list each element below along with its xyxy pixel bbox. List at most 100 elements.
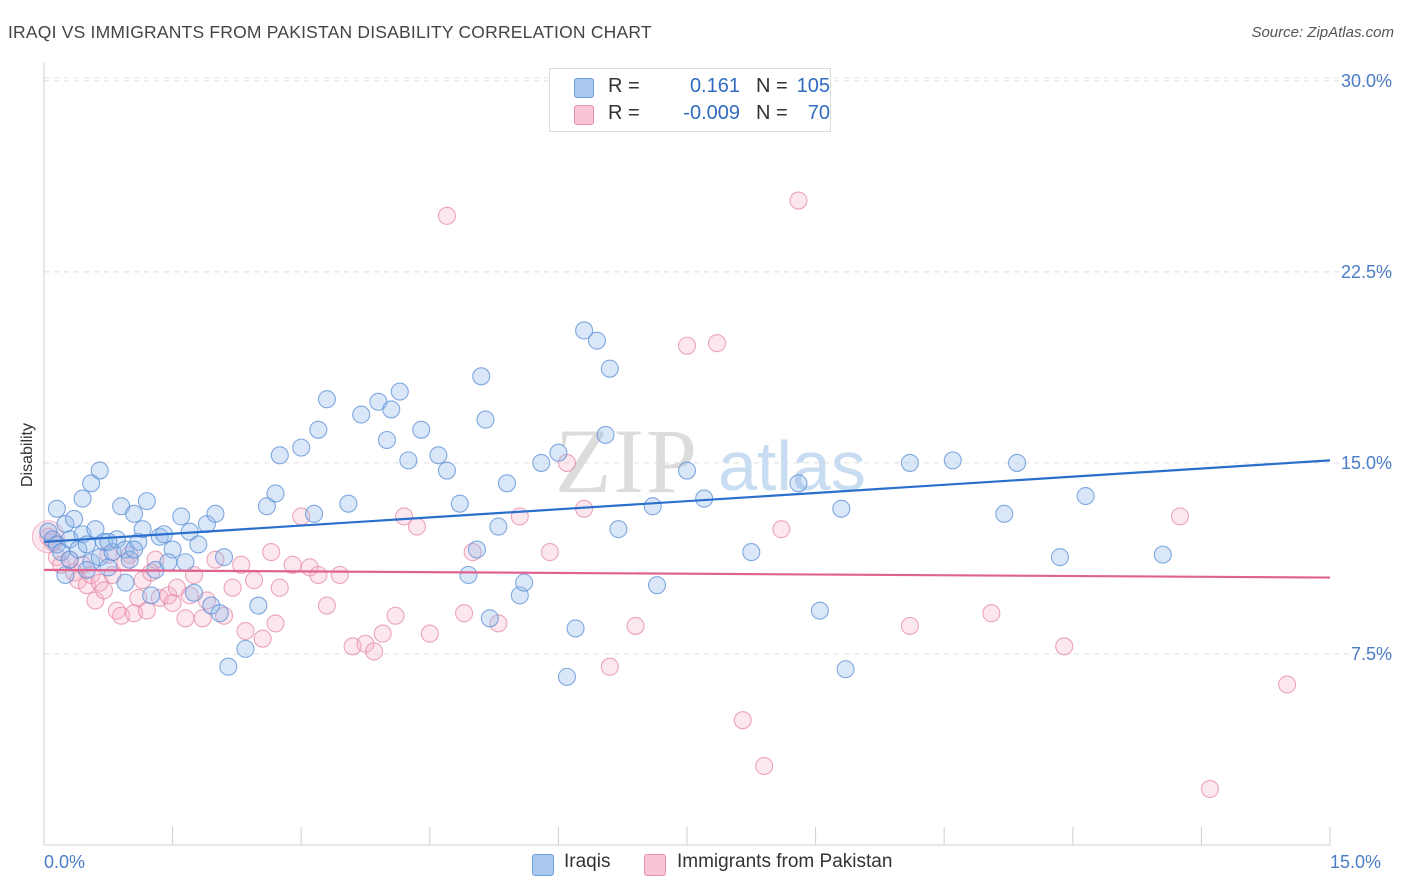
legend-r-value: -0.009 [683, 102, 740, 124]
pakistan-point [266, 614, 285, 633]
legend-r-value: 0.161 [689, 75, 740, 97]
iraqi-point [1050, 548, 1069, 567]
pakistan-point [1278, 675, 1297, 694]
source-label: Source: ZipAtlas.com [1251, 24, 1394, 41]
iraqi-point [73, 489, 92, 508]
iraqi-point [587, 331, 607, 350]
pakistan-point [262, 543, 281, 562]
iraqi-point [64, 509, 84, 529]
pakistan-point [540, 543, 559, 562]
pakistan-point [420, 624, 439, 643]
bottom-legend-iraqis: Iraqis [564, 851, 611, 872]
iraqi-point [515, 573, 534, 592]
iraqi-point [99, 532, 118, 551]
pakistan-point [163, 593, 182, 613]
iraqi-point [47, 499, 66, 518]
iraqi-point [943, 451, 962, 470]
iraqi-point [99, 558, 118, 577]
iraqi-point [249, 596, 268, 615]
iraqi-point [120, 550, 139, 569]
pakistan-point [1055, 637, 1074, 656]
iraqi-point [377, 430, 396, 450]
iraqi-point [292, 438, 311, 457]
y-tick-label: 7.5% [1351, 644, 1392, 664]
iraqi-point [429, 446, 448, 465]
iraqi-point [266, 484, 285, 503]
iraqi-point [1076, 486, 1095, 506]
pakistan-point [455, 604, 474, 623]
iraqi-point [900, 453, 919, 472]
iraqi-point [219, 657, 238, 676]
pakistan-point [232, 555, 251, 574]
iraqi-point [116, 573, 135, 592]
iraqi-point [575, 321, 594, 340]
y-tick-label: 30.0% [1341, 71, 1392, 91]
pakistan-point [789, 191, 808, 210]
pakistan-point [253, 629, 272, 648]
iraqi-point [236, 639, 255, 658]
iraqi-point [184, 583, 204, 602]
iraqi-point [309, 420, 328, 439]
y-tick-label: 15.0% [1341, 453, 1392, 473]
iraqi-point [437, 461, 456, 480]
pakistan-point [395, 507, 414, 526]
iraqi-point [172, 507, 191, 526]
iraqi-point [647, 576, 667, 595]
iraqi-point [789, 474, 808, 493]
legend-swatch-pakistan [574, 105, 594, 125]
iraqi-point [489, 517, 508, 536]
iraqi-point [124, 540, 144, 559]
watermark-zip: ZIP [555, 410, 699, 512]
pakistan-point [94, 581, 114, 600]
pakistan-point [244, 571, 264, 590]
iraqis-trend-line [43, 459, 1331, 543]
pakistan-point [309, 565, 328, 585]
iraqi-point [390, 382, 409, 401]
iraqi-point [142, 586, 161, 605]
iraqi-point [677, 461, 697, 480]
pakistan-point [330, 565, 349, 585]
pakistan-point [386, 606, 405, 625]
x-tick-label-min: 0.0% [44, 852, 86, 872]
pakistan-point [900, 616, 919, 635]
iraqi-point [124, 504, 144, 523]
iraqi-point [450, 494, 469, 513]
iraqi-point [810, 601, 829, 620]
pakistan-point [489, 614, 508, 633]
pakistan-point [982, 604, 1001, 623]
iraqi-point [549, 443, 568, 462]
iraqi-point [382, 400, 401, 419]
legend-r-label: R = [608, 102, 640, 124]
iraqi-point [352, 405, 371, 424]
correlation-legend: R = 0.161 N = 105 R = -0.009 N = 70 [549, 68, 831, 132]
iraqi-point [600, 359, 619, 378]
pakistan-point [236, 621, 255, 641]
iraqi-point [257, 497, 276, 516]
iraqi-point [339, 494, 358, 513]
iraqi-point [459, 565, 478, 585]
legend-swatch-iraqis [574, 78, 594, 98]
iraqi-point [532, 453, 551, 472]
pakistan-point [437, 206, 456, 225]
iraqi-point [137, 492, 156, 511]
pakistan-point [733, 711, 752, 730]
iraqi-point [596, 425, 615, 444]
iraqi-point [497, 474, 517, 493]
iraqi-point [832, 499, 851, 518]
iraqi-point [742, 543, 761, 562]
pakistan-point [707, 334, 727, 353]
bottom-legend-pakistan: Immigrants from Pakistan [677, 851, 893, 872]
watermark-atlas: atlas [718, 427, 866, 505]
iraqi-point [557, 667, 577, 686]
pakistan-point [137, 601, 156, 620]
iraqi-point [189, 535, 208, 554]
x-tick-label-max: 15.0% [1330, 852, 1382, 872]
pakistan-point [626, 616, 645, 635]
pakistan-point [1200, 779, 1220, 799]
pakistan-point [270, 578, 289, 597]
pakistan-point [755, 756, 774, 776]
legend-n-value: 70 [807, 102, 830, 124]
iraqi-point [214, 548, 234, 567]
iraqi-point [1153, 545, 1172, 564]
